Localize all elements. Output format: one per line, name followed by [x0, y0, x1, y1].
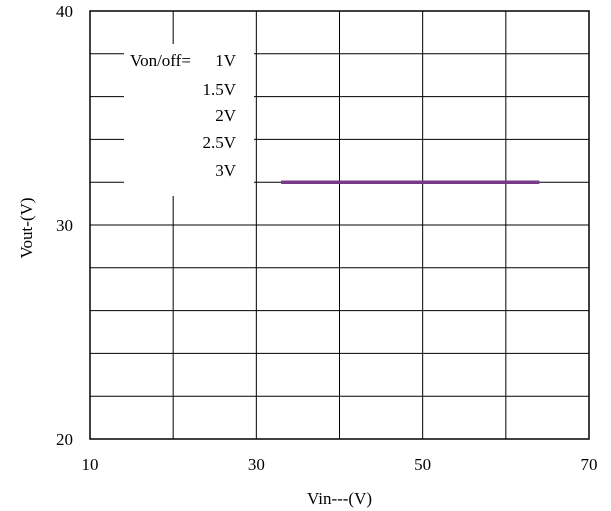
legend-entry: 2.5V: [202, 133, 236, 152]
legend-background: [124, 44, 254, 196]
x-tick-label: 50: [414, 455, 431, 474]
x-axis-label: Vin---(V): [307, 489, 372, 508]
legend-entry: 1.5V: [202, 80, 236, 99]
plot-border: [89, 10, 590, 440]
x-tick-label: 10: [82, 455, 99, 474]
y-tick-label: 30: [56, 216, 73, 235]
x-tick-label: 30: [248, 455, 265, 474]
ticks: 10 30 50 70 20 30 40: [56, 2, 598, 474]
y-tick-label: 40: [56, 2, 73, 21]
legend-title: Von/off=: [130, 51, 191, 70]
legend-entry: 3V: [215, 161, 237, 180]
legend: Von/off= 1V 1.5V 2V 2.5V 3V: [130, 51, 237, 180]
y-axis-label: Vout-(V): [17, 197, 36, 258]
x-tick-label: 70: [581, 455, 598, 474]
legend-entry: 2V: [215, 106, 237, 125]
y-tick-label: 20: [56, 430, 73, 449]
legend-entry: 1V: [215, 51, 237, 70]
